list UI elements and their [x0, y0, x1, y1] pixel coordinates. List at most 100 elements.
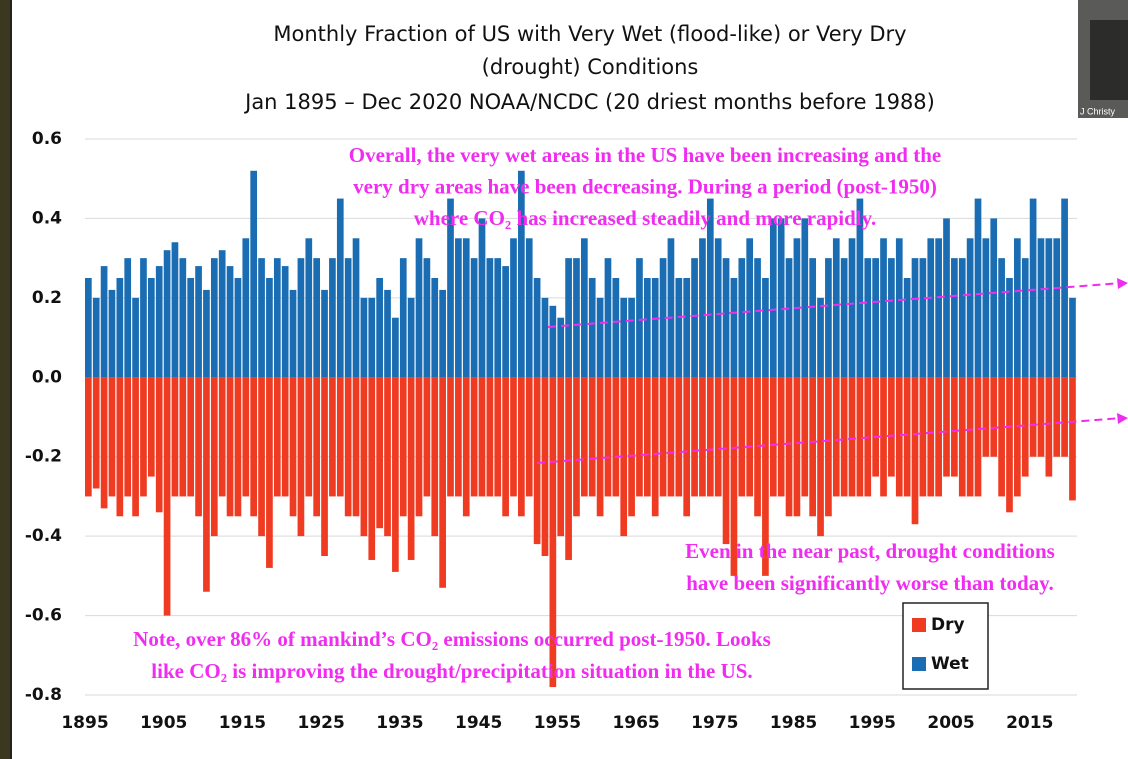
bar — [557, 377, 565, 537]
bar — [297, 377, 305, 537]
bar — [762, 377, 769, 576]
bar — [321, 289, 328, 378]
bar — [777, 377, 785, 497]
bar — [714, 377, 722, 497]
bar — [604, 258, 612, 378]
bar — [336, 198, 344, 378]
bar — [1006, 377, 1013, 513]
bar — [581, 377, 588, 497]
bar — [738, 377, 746, 497]
bar — [895, 238, 903, 378]
annotation: Even in the near past, drought condition… — [685, 539, 1055, 563]
bar — [951, 377, 958, 477]
bar — [643, 278, 651, 378]
bar — [210, 377, 218, 537]
bar — [966, 377, 974, 497]
bar — [888, 377, 895, 477]
x-tick-label: 1975 — [691, 713, 738, 733]
bar — [990, 377, 998, 457]
bar — [557, 317, 565, 378]
bar — [486, 258, 494, 378]
bar — [840, 258, 848, 378]
bar — [171, 242, 179, 378]
bar — [966, 238, 974, 378]
y-tick-label: -0.2 — [25, 447, 62, 467]
chart-title: Monthly Fraction of US with Very Wet (fl… — [273, 22, 906, 46]
bar — [187, 278, 195, 378]
bar — [588, 377, 596, 497]
bar — [951, 258, 958, 378]
bar — [399, 258, 407, 378]
bar — [218, 250, 226, 378]
bar — [155, 266, 163, 378]
bar — [872, 258, 879, 378]
bar — [699, 377, 706, 497]
bar — [203, 377, 210, 592]
bar — [541, 297, 549, 378]
x-tick-label: 1985 — [770, 713, 817, 733]
bar — [242, 238, 250, 378]
bar — [1053, 377, 1061, 457]
bar — [124, 258, 132, 378]
x-tick-label: 1915 — [219, 713, 266, 733]
bar — [840, 377, 848, 497]
bar — [604, 377, 612, 497]
bar — [313, 258, 321, 378]
bar — [415, 377, 423, 517]
bar — [313, 377, 321, 517]
bar — [392, 317, 399, 378]
bar — [1061, 198, 1068, 378]
arrow-head — [1117, 278, 1128, 289]
bar — [399, 377, 407, 517]
bar — [447, 198, 454, 378]
bar — [982, 377, 990, 457]
bar — [832, 377, 840, 497]
bar — [911, 377, 919, 525]
bar — [431, 278, 439, 378]
bar — [258, 377, 265, 537]
bar — [147, 377, 155, 477]
bar — [832, 238, 840, 378]
bar — [455, 377, 462, 497]
bar — [478, 218, 486, 378]
bar — [116, 377, 124, 517]
bar — [1021, 377, 1029, 477]
bar — [596, 297, 604, 378]
bar — [817, 377, 824, 537]
bar — [163, 250, 171, 378]
bar — [801, 218, 809, 378]
bar — [943, 218, 950, 378]
annotation: have been significantly worse than today… — [686, 571, 1054, 595]
x-tick-label: 1925 — [298, 713, 345, 733]
bar — [203, 289, 210, 378]
bar — [651, 278, 659, 378]
bar — [1037, 377, 1045, 457]
x-tick-label: 2005 — [927, 713, 974, 733]
bar — [281, 266, 289, 378]
bar — [462, 377, 470, 517]
bar — [880, 238, 887, 378]
bar — [210, 258, 218, 378]
bar — [392, 377, 399, 572]
bar — [92, 377, 100, 489]
bar — [573, 377, 580, 517]
bar — [486, 377, 494, 497]
bar — [659, 377, 667, 497]
bar — [439, 289, 446, 378]
bar — [525, 238, 533, 378]
bar — [659, 258, 667, 378]
bar — [903, 278, 911, 378]
bar — [1053, 238, 1061, 378]
bar — [675, 377, 683, 497]
bar — [124, 377, 132, 497]
bar — [108, 289, 116, 378]
bar — [525, 377, 533, 497]
bar — [250, 170, 258, 378]
bar — [565, 377, 572, 560]
bar — [1029, 198, 1037, 378]
bar — [1061, 377, 1068, 457]
bar — [754, 258, 761, 378]
annotation: like CO₂ is improving the drought/precip… — [151, 659, 752, 683]
bar — [738, 258, 746, 378]
bar — [336, 377, 344, 497]
